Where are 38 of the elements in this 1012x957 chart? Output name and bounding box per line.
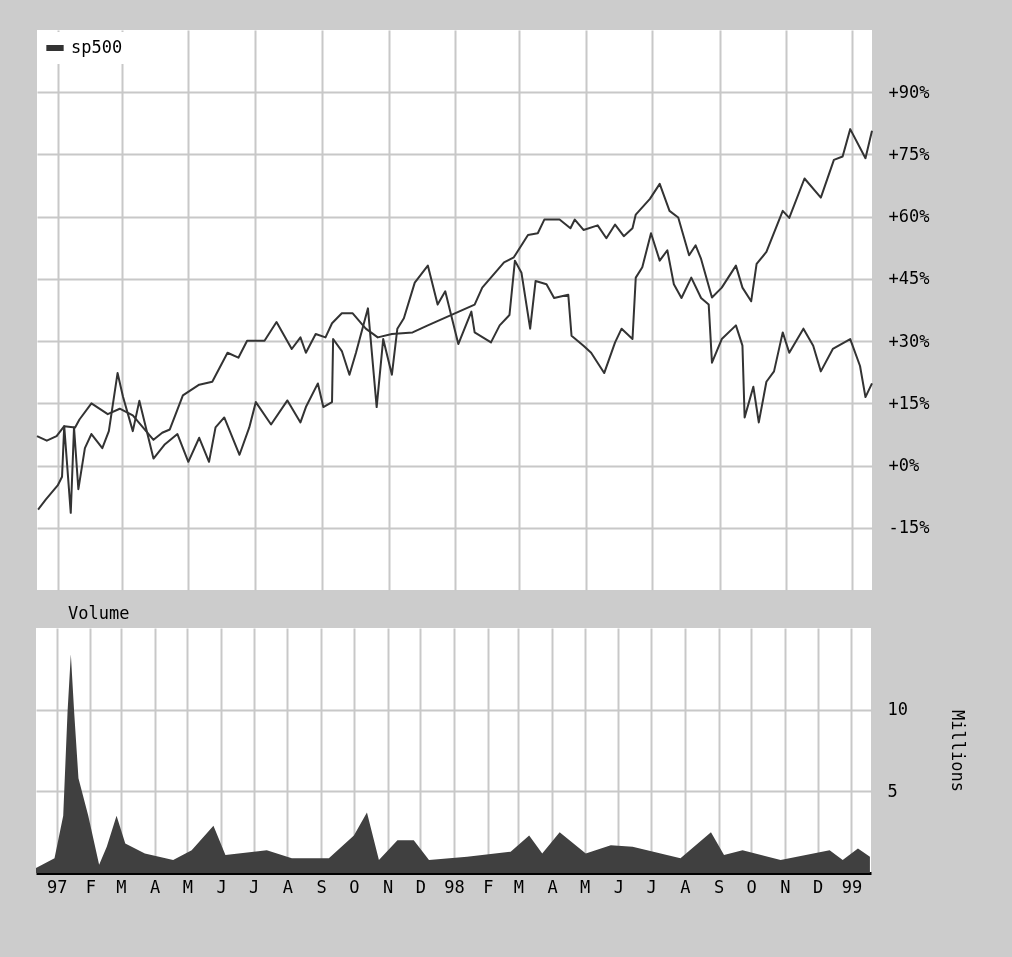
x-tick-label: F	[483, 876, 494, 897]
x-tick-label: O	[349, 876, 360, 897]
x-tick-label: A	[547, 876, 558, 897]
x-tick-label: N	[383, 876, 394, 897]
x-tick-label: A	[150, 876, 161, 897]
x-tick-label: M	[182, 876, 193, 897]
x-tick-label: 98	[444, 876, 465, 897]
x-tick-label: N	[780, 876, 791, 897]
y-tick-label: +0%	[888, 455, 920, 476]
x-tick-label: 97	[46, 876, 68, 897]
y-tick-label: +90%	[888, 81, 930, 102]
x-tick-label: S	[713, 876, 725, 897]
x-tick-label: J	[249, 876, 260, 897]
y-tick-label: +30%	[888, 330, 930, 351]
legend-label: sp500	[71, 37, 123, 57]
y-tick-label: +75%	[888, 143, 930, 164]
x-tick-label: F	[85, 876, 97, 897]
x-tick-label: M	[580, 876, 591, 897]
x-tick-label: S	[316, 876, 327, 897]
x-tick-label: J	[646, 876, 657, 897]
x-tick-label: M	[116, 876, 127, 897]
y-tick-label: +60%	[888, 206, 930, 227]
y-axis-title: Millions	[947, 710, 968, 792]
x-tick-label: M	[513, 876, 524, 897]
x-tick-label: D	[415, 876, 426, 897]
y-tick-label: 10	[887, 699, 908, 720]
x-tick-label: A	[680, 876, 691, 897]
y-tick-label: -15%	[888, 517, 930, 538]
x-tick-label: D	[813, 876, 824, 897]
y-tick-label: 5	[887, 780, 898, 801]
y-tick-label: +15%	[888, 392, 930, 413]
series-label: Volume	[68, 603, 130, 623]
x-tick-label: A	[282, 876, 294, 897]
x-tick-label: J	[613, 876, 625, 897]
x-tick-label: 99	[841, 876, 863, 897]
x-tick-label: J	[216, 876, 227, 897]
y-tick-label: +45%	[888, 268, 930, 289]
x-tick-label: O	[746, 876, 757, 897]
